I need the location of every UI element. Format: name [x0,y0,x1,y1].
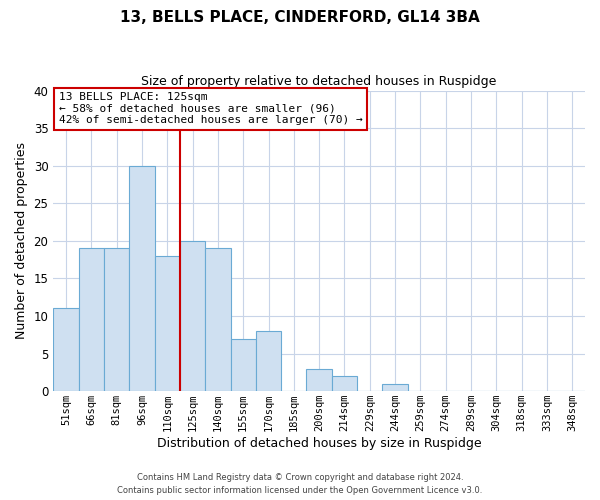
Bar [205,248,230,391]
Bar [53,308,79,391]
Title: Size of property relative to detached houses in Ruspidge: Size of property relative to detached ho… [142,75,497,88]
Bar [256,331,281,391]
Bar [307,368,332,391]
Bar [382,384,408,391]
Bar [332,376,357,391]
Y-axis label: Number of detached properties: Number of detached properties [15,142,28,340]
Bar [230,338,256,391]
Bar [180,241,205,391]
Bar [129,166,155,391]
Text: 13, BELLS PLACE, CINDERFORD, GL14 3BA: 13, BELLS PLACE, CINDERFORD, GL14 3BA [120,10,480,25]
Text: Contains HM Land Registry data © Crown copyright and database right 2024.
Contai: Contains HM Land Registry data © Crown c… [118,474,482,495]
Bar [155,256,180,391]
Bar [104,248,129,391]
Bar [79,248,104,391]
X-axis label: Distribution of detached houses by size in Ruspidge: Distribution of detached houses by size … [157,437,481,450]
Text: 13 BELLS PLACE: 125sqm
← 58% of detached houses are smaller (96)
42% of semi-det: 13 BELLS PLACE: 125sqm ← 58% of detached… [59,92,362,126]
